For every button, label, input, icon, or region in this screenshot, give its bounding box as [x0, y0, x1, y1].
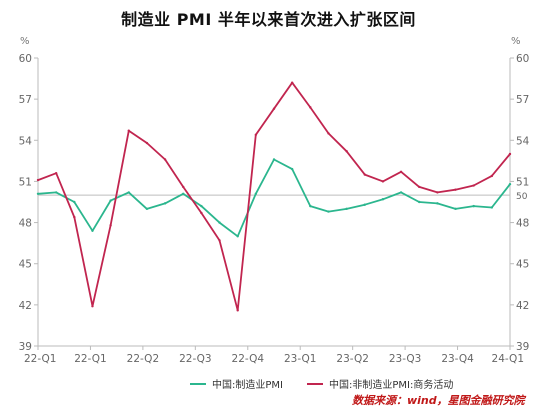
y-tick-label-right: 48 [516, 218, 529, 230]
point-manufacturing [36, 192, 40, 195]
point-non-manufacturing [345, 150, 348, 153]
point-manufacturing [327, 210, 330, 213]
point-manufacturing [436, 202, 439, 205]
legend-item-manufacturing: 中国:制造业PMI [190, 376, 283, 391]
point-non-manufacturing [91, 305, 94, 308]
legend-item-non-manufacturing: 中国:非制造业PMI:商务活动 [306, 376, 454, 391]
chart-title: 制造业 PMI 半年以来首次进入扩张区间 [121, 10, 416, 29]
y-tick-label-right: 45 [516, 259, 529, 271]
legend-label-non-manufacturing: 中国:非制造业PMI:商务活动 [328, 380, 454, 391]
point-non-manufacturing [200, 211, 203, 215]
y-tick-label-right: 60 [516, 53, 529, 65]
x-tick-label: 22-Q1 [74, 353, 106, 365]
point-manufacturing [218, 221, 221, 224]
y-tick-label-right: 54 [516, 135, 530, 147]
point-non-manufacturing [218, 239, 221, 242]
point-non-manufacturing [327, 132, 330, 135]
point-manufacturing [236, 235, 239, 238]
x-tick-label: 22-Q2 [127, 353, 159, 365]
point-non-manufacturing [363, 173, 366, 176]
point-non-manufacturing [109, 224, 112, 227]
x-tick-label: 23-Q3 [389, 353, 421, 365]
legend: 中国:制造业PMI 中国:非制造业PMI:商务活动 [190, 376, 453, 391]
y-tick-label-right: 42 [516, 300, 529, 312]
y-tick-label-right: 57 [516, 94, 529, 106]
point-non-manufacturing [54, 172, 58, 175]
point-manufacturing [272, 158, 276, 161]
point-non-manufacturing [236, 309, 239, 312]
point-manufacturing [454, 207, 457, 211]
y-tick-label-left: 39 [19, 341, 32, 353]
point-manufacturing [54, 191, 58, 194]
point-non-manufacturing [436, 191, 439, 194]
point-manufacturing [399, 191, 403, 194]
point-manufacturing [363, 203, 366, 206]
point-manufacturing [381, 198, 385, 201]
point-manufacturing [145, 207, 149, 211]
y-tick-label-left: 45 [19, 259, 32, 271]
x-tick-label: 22-Q3 [179, 353, 211, 365]
point-manufacturing [163, 202, 167, 205]
right-axis-unit: % [511, 36, 521, 47]
y-tick-label-right: 39 [516, 341, 529, 353]
x-tick-label: 22-Q1 [24, 353, 56, 365]
y-tick-label-left: 54 [19, 135, 33, 147]
point-manufacturing [290, 167, 294, 171]
point-non-manufacturing [290, 81, 294, 84]
point-non-manufacturing [381, 180, 385, 183]
point-non-manufacturing [36, 178, 40, 182]
point-manufacturing [91, 229, 94, 232]
point-manufacturing [109, 199, 112, 202]
point-manufacturing [200, 204, 203, 208]
y-tick-label-left: 42 [19, 300, 32, 312]
point-non-manufacturing [145, 141, 149, 145]
point-manufacturing [490, 206, 494, 209]
y-tick-label-left: 60 [19, 53, 32, 65]
x-tick-label: 22-Q4 [232, 353, 265, 365]
point-manufacturing [345, 207, 348, 211]
point-non-manufacturing [472, 184, 475, 187]
point-non-manufacturing [399, 170, 403, 174]
point-manufacturing [309, 204, 312, 208]
point-manufacturing [418, 200, 421, 204]
x-tick-label: 23-Q4 [441, 353, 474, 365]
point-non-manufacturing [182, 185, 185, 189]
x-tick-label: 23-Q1 [284, 353, 316, 365]
point-non-manufacturing [127, 129, 130, 132]
point-manufacturing [127, 191, 130, 194]
y-tick-label-right-reference: 50 [516, 192, 528, 202]
point-non-manufacturing [454, 188, 457, 191]
point-non-manufacturing [508, 152, 512, 156]
point-non-manufacturing [73, 215, 76, 219]
x-tick-label: 23-Q2 [336, 353, 368, 365]
point-manufacturing [254, 192, 258, 195]
point-non-manufacturing [418, 185, 421, 189]
point-manufacturing [472, 204, 475, 208]
point-non-manufacturing [272, 107, 276, 110]
legend-swatch-manufacturing [190, 382, 206, 385]
y-tick-label-left: 51 [19, 176, 32, 188]
point-non-manufacturing [309, 106, 312, 109]
left-axis-unit: % [20, 36, 30, 47]
legend-label-manufacturing: 中国:制造业PMI [212, 380, 283, 391]
x-tick-label: 24-Q1 [492, 353, 524, 365]
point-manufacturing [73, 200, 76, 204]
point-manufacturing [508, 182, 512, 186]
point-non-manufacturing [490, 174, 494, 178]
y-tick-label-right: 51 [516, 176, 529, 188]
series-line-manufacturing [37, 158, 511, 238]
source-note: 数据来源：wind，星图金融研究院 [352, 394, 525, 407]
legend-swatch-non-manufacturing [306, 382, 323, 385]
y-tick-label-left: 57 [19, 94, 32, 106]
point-non-manufacturing [163, 158, 167, 161]
point-manufacturing [182, 192, 185, 195]
series-line-non-manufacturing [37, 81, 511, 312]
point-non-manufacturing [254, 133, 258, 136]
y-tick-label-left: 48 [19, 218, 32, 230]
